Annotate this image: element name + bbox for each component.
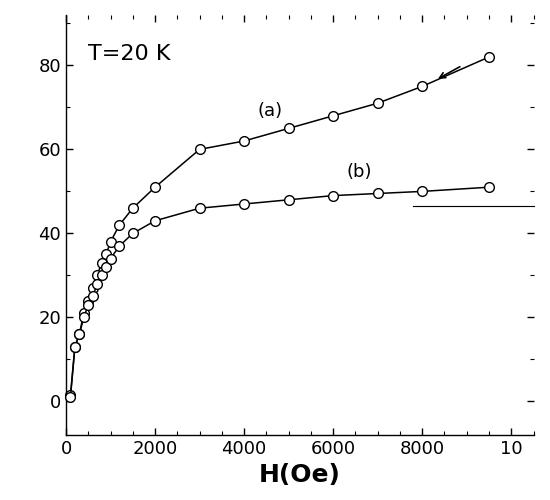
Text: (a): (a): [257, 102, 283, 120]
Text: (b): (b): [346, 163, 372, 181]
Text: T=20 K: T=20 K: [88, 44, 170, 64]
X-axis label: H(Oe): H(Oe): [259, 464, 340, 487]
